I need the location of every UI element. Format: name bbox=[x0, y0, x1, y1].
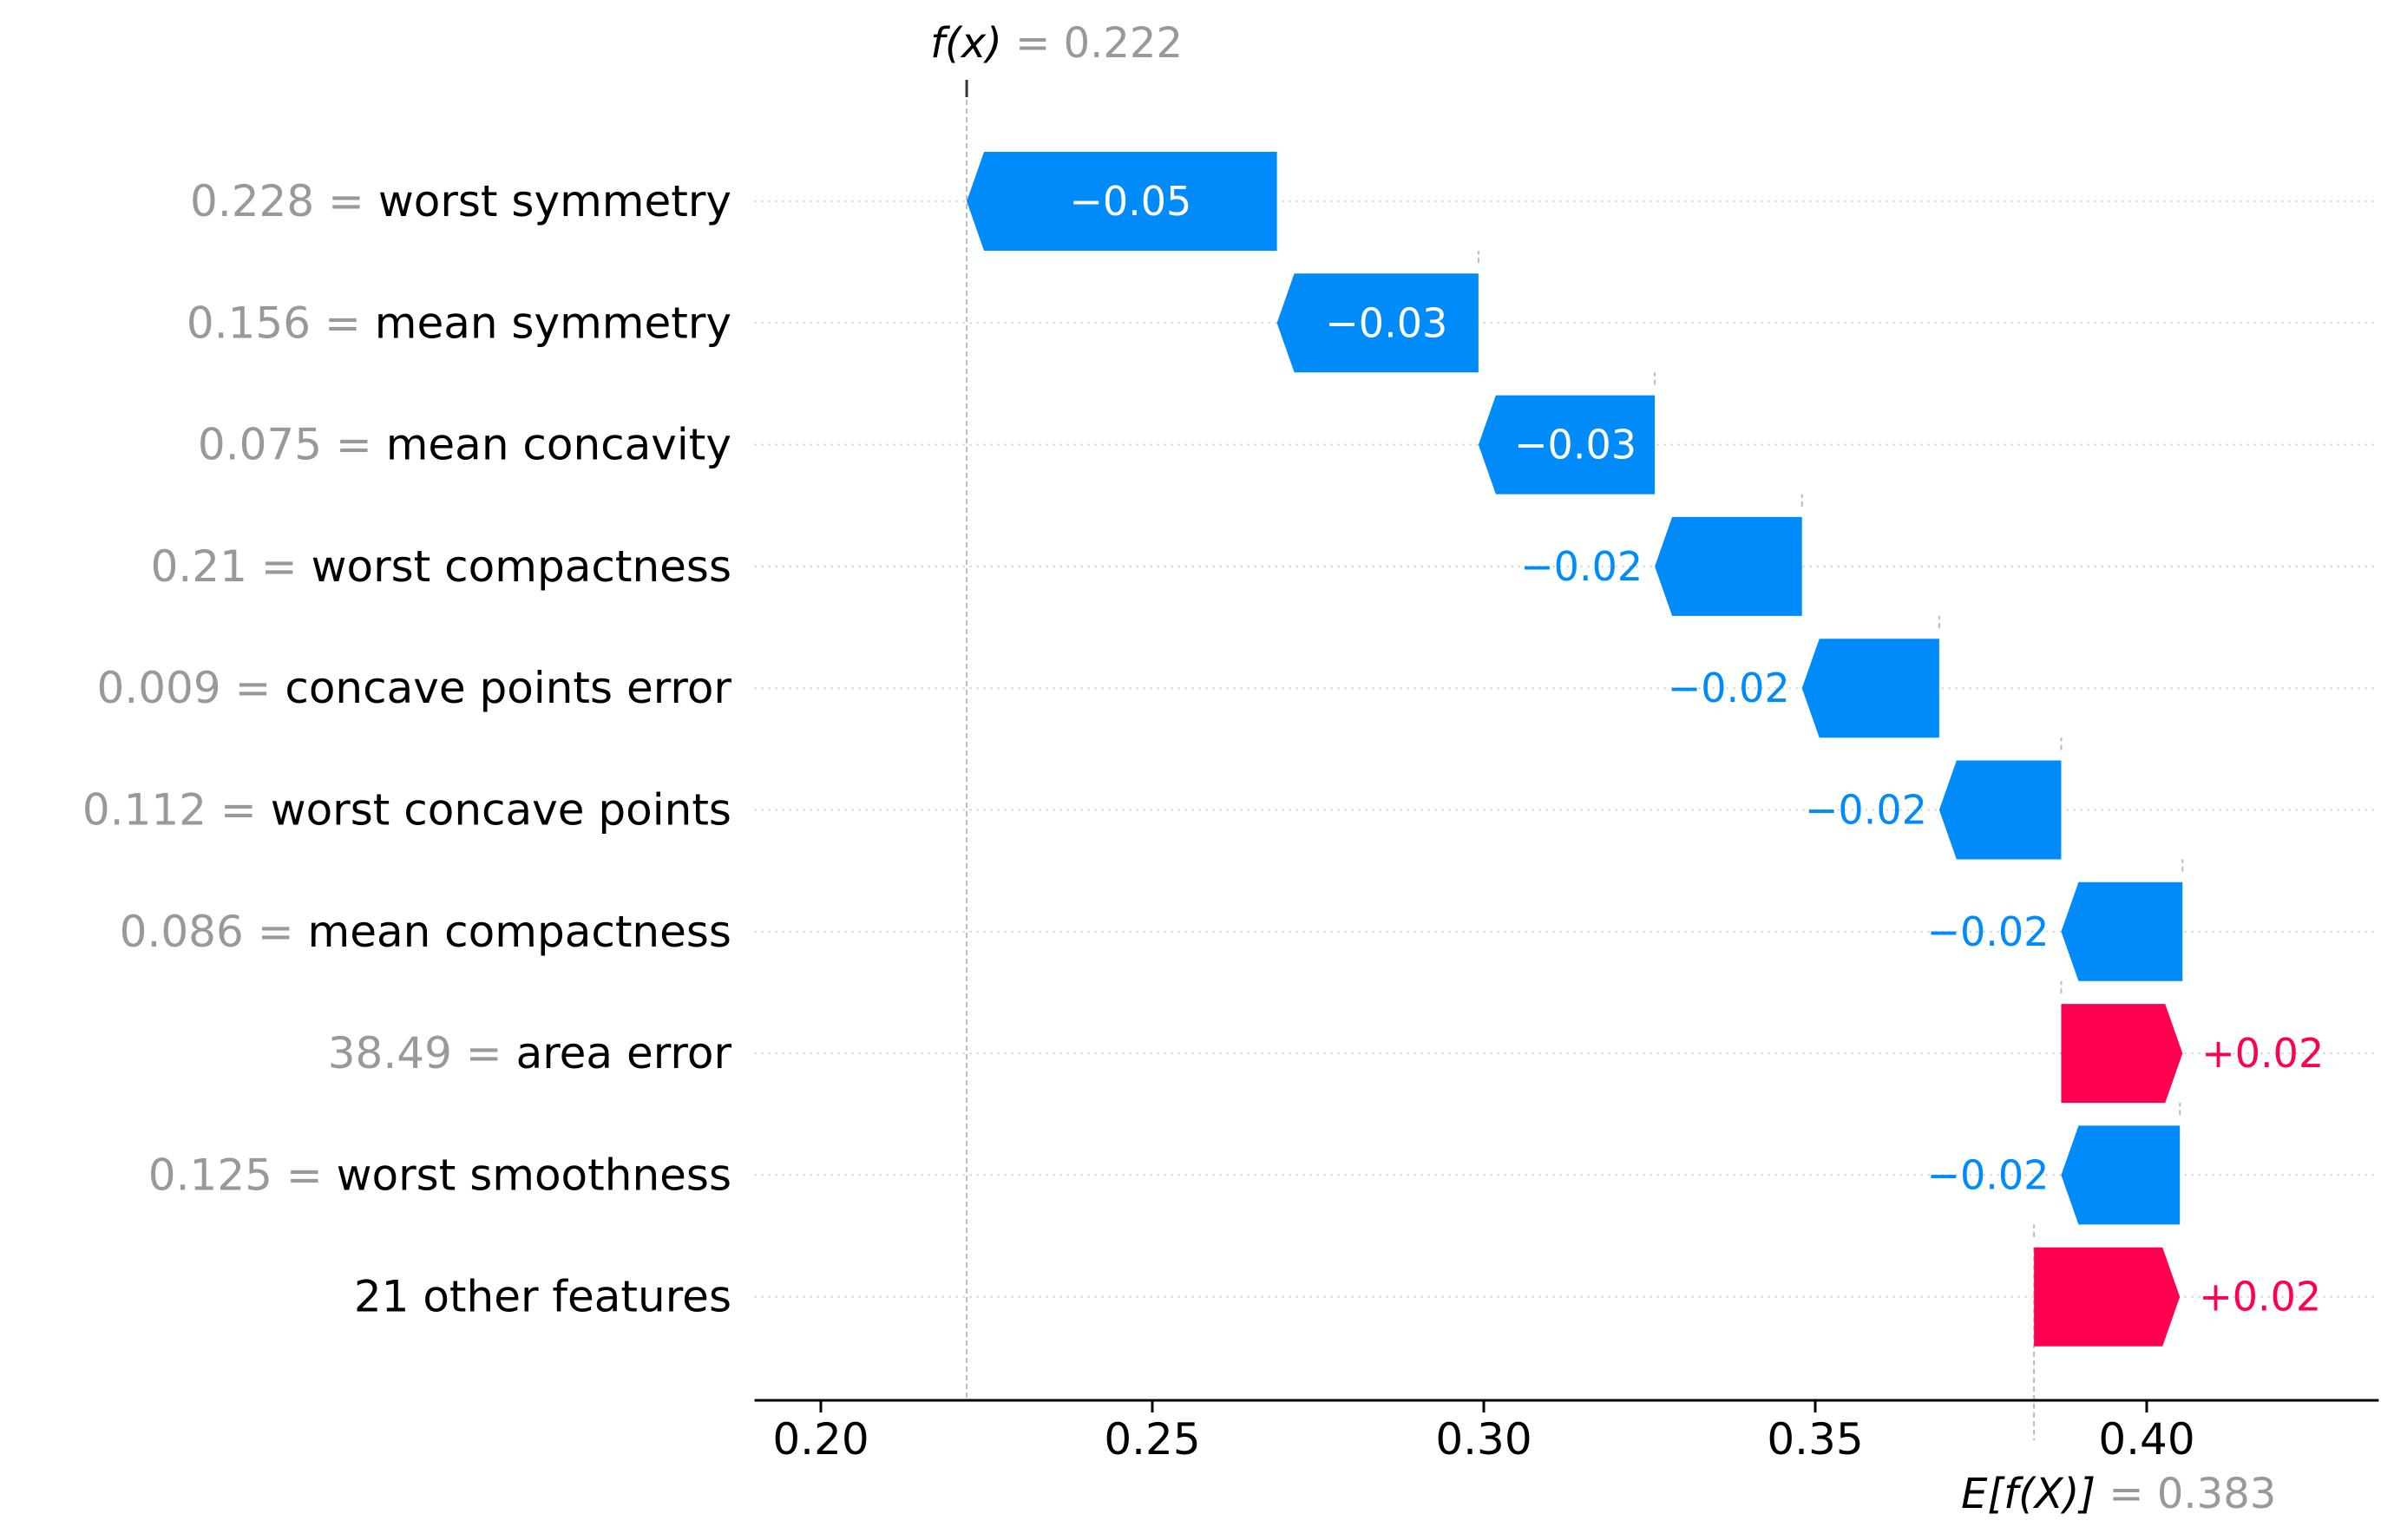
x-tick-label: 0.30 bbox=[1435, 1414, 1532, 1465]
ex-label: E[f(X)] bbox=[1961, 1470, 2109, 1518]
bar-negative bbox=[1276, 273, 1479, 373]
bar-negative bbox=[1801, 639, 1939, 738]
feature-label: 0.009 = concave points error bbox=[97, 663, 732, 713]
bar-value-label: +0.02 bbox=[2201, 1030, 2324, 1077]
expected-value-annotations: f(x) = 0.222 E[f(X)] = 0.383 bbox=[930, 19, 2276, 1518]
bar-value-label: −0.02 bbox=[1520, 543, 1643, 590]
fx-value: = 0.222 bbox=[1015, 19, 1183, 68]
bar-value-label: −0.05 bbox=[1069, 178, 1191, 225]
feature-label: 0.086 = mean compactness bbox=[120, 907, 731, 957]
feature-value: 0.228 = bbox=[190, 176, 378, 226]
feature-name: concave points error bbox=[285, 663, 731, 713]
feature-label: 0.112 = worst concave points bbox=[82, 785, 731, 836]
bar-positive bbox=[2061, 1004, 2183, 1104]
ex-annotation: E[f(X)] = 0.383 bbox=[1961, 1470, 2276, 1518]
bar-value-label: −0.02 bbox=[1926, 1151, 2049, 1198]
bar-negative bbox=[1938, 760, 2062, 860]
feature-value: 0.125 = bbox=[148, 1150, 337, 1200]
feature-value: 0.086 = bbox=[120, 907, 308, 957]
feature-label: 38.49 = area error bbox=[328, 1028, 732, 1078]
feature-labels: 0.228 = worst symmetry 0.156 = mean symme… bbox=[82, 176, 732, 1322]
x-tick-label: 0.25 bbox=[1104, 1414, 1200, 1465]
feature-value: 0.156 = bbox=[187, 298, 375, 348]
feature-name: mean concavity bbox=[386, 420, 731, 470]
feature-value: 0.112 = bbox=[82, 785, 271, 836]
bar-negative bbox=[1655, 516, 1802, 616]
fx-label: f(x) bbox=[930, 19, 1015, 68]
feature-value: 0.21 = bbox=[151, 541, 312, 592]
bar-value-label: −0.03 bbox=[1514, 422, 1636, 469]
bar-value-label: −0.03 bbox=[1325, 299, 1447, 346]
feature-label: 21 other features bbox=[354, 1272, 731, 1322]
bar-value-label: −0.02 bbox=[1926, 908, 2049, 955]
guide-lines bbox=[965, 80, 2184, 1440]
x-axis: 0.20 0.25 0.30 0.35 0.40 bbox=[754, 1399, 2379, 1465]
feature-name: worst concave points bbox=[271, 785, 731, 836]
fx-annotation: f(x) = 0.222 bbox=[930, 19, 1183, 68]
feature-name: worst smoothness bbox=[337, 1150, 731, 1200]
bar-negative bbox=[2061, 1125, 2181, 1225]
x-tick-label: 0.35 bbox=[1767, 1414, 1863, 1465]
bar-negative bbox=[1478, 395, 1656, 495]
feature-label: 0.21 = worst compactness bbox=[151, 541, 731, 592]
bar-positive bbox=[2034, 1247, 2181, 1347]
feature-value: 38.49 = bbox=[328, 1028, 516, 1078]
feature-name: area error bbox=[516, 1028, 732, 1078]
bars: −0.05 −0.03 −0.03 −0.02 −0.02 −0.02 −0.02 +0.02… bbox=[967, 152, 2324, 1347]
bar-value-label: −0.02 bbox=[1668, 665, 1790, 711]
feature-name: worst symmetry bbox=[378, 176, 731, 226]
bar-value-label: −0.02 bbox=[1805, 787, 1927, 834]
bar-negative bbox=[2061, 881, 2183, 981]
feature-value: 0.009 = bbox=[97, 663, 285, 713]
feature-name: mean symmetry bbox=[375, 298, 731, 348]
bar-value-label: +0.02 bbox=[2199, 1274, 2321, 1320]
feature-name: worst compactness bbox=[312, 541, 731, 592]
feature-label: 0.228 = worst symmetry bbox=[190, 176, 731, 226]
feature-label: 0.075 = mean concavity bbox=[198, 420, 731, 470]
ex-value: = 0.383 bbox=[2109, 1470, 2276, 1518]
feature-value: 0.075 = bbox=[198, 420, 386, 470]
feature-label: 0.156 = mean symmetry bbox=[187, 298, 731, 348]
x-tick-label: 0.20 bbox=[772, 1414, 869, 1465]
x-tick-label: 0.40 bbox=[2098, 1414, 2194, 1465]
feature-name: mean compactness bbox=[307, 907, 731, 957]
bar-negative bbox=[967, 152, 1277, 251]
feature-label: 0.125 = worst smoothness bbox=[148, 1150, 731, 1200]
feature-name: 21 other features bbox=[354, 1272, 731, 1322]
